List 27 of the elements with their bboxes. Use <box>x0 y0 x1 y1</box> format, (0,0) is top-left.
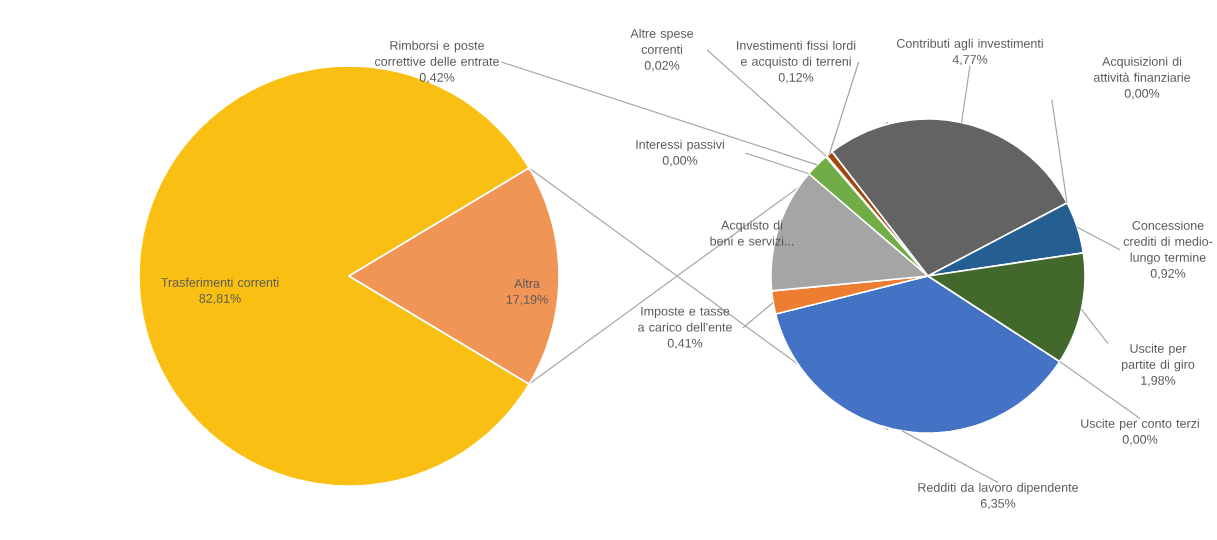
slice-label: Rimborsi e poste correttive delle entrate <box>375 40 499 66</box>
data-label: 0,42% <box>419 72 455 84</box>
category-label: Interessi passivi <box>636 139 724 152</box>
slice-label: Acquisto di beni e servizi... <box>710 220 794 246</box>
category-label: Acquisizioni di attività finanziarie <box>1093 56 1191 82</box>
text: 0,00% <box>1124 88 1160 100</box>
slice-label: Altra <box>514 278 540 288</box>
category-label: Uscite per conto terzi <box>1081 418 1199 431</box>
text: 0,00% <box>662 155 698 167</box>
data-label: 0,02% <box>644 60 680 72</box>
data-label: 4,77% <box>952 55 988 66</box>
data-label: 17,19% <box>506 294 548 306</box>
slice-label: Contributi agli investimenti <box>897 38 1043 51</box>
slice-label: Redditi da lavoro dipendente <box>918 482 1079 495</box>
slice-label: Altre spese correnti <box>630 28 694 54</box>
data-label: 0,92% <box>1150 268 1186 280</box>
slice-label: Trasferimenti correnti <box>161 277 279 287</box>
slice-label: Concessione crediti di medio-lungo termine <box>1123 220 1213 265</box>
text: 0,00% <box>1122 434 1158 446</box>
slice-label: Imposte e tasse a carico dell'ente <box>638 306 732 332</box>
data-label: 1,98% <box>1141 375 1176 387</box>
data-label: 0,41% <box>667 338 703 350</box>
slice-label: Uscite per partite di giro <box>1122 343 1195 372</box>
data-label: 6,35% <box>980 498 1016 510</box>
data-label: 0,12% <box>778 72 814 84</box>
data-label: 82,81% <box>199 293 241 305</box>
slice-label: Investimenti fissi lordi e acquisto di terreni <box>737 40 856 69</box>
